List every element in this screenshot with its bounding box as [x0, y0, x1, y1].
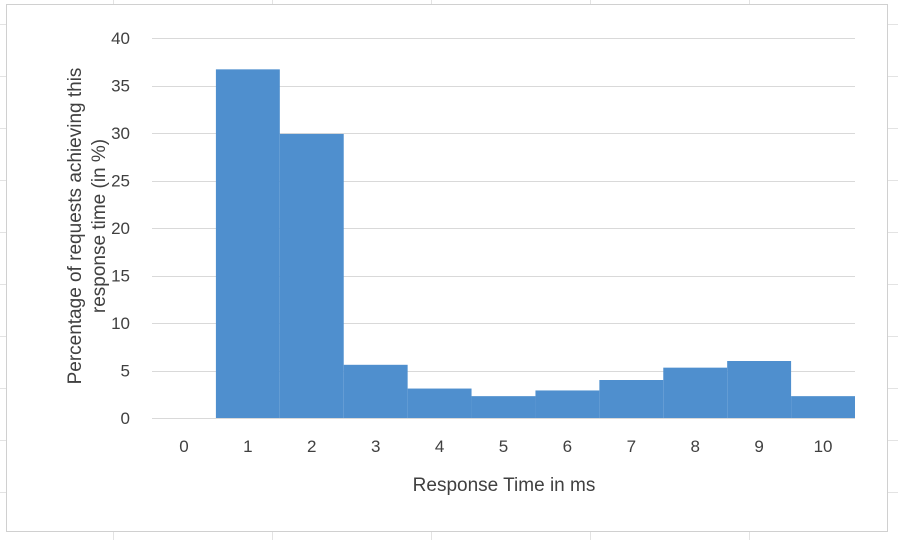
x-axis-title: Response Time in ms: [413, 475, 596, 496]
x-tick-label: 1: [243, 437, 252, 456]
bar-6[interactable]: [535, 390, 600, 418]
y-tick-label: 10: [111, 314, 130, 333]
y-tick-label: 20: [111, 219, 130, 238]
y-tick-label: 0: [121, 409, 130, 428]
x-tick-label: 3: [371, 437, 380, 456]
y-tick-label: 15: [111, 267, 130, 286]
y-tick-label: 35: [111, 77, 130, 96]
bar-9[interactable]: [727, 361, 792, 418]
x-tick-label: 8: [690, 437, 699, 456]
y-axis-title: Percentage of requests achieving this re…: [65, 68, 110, 385]
bar-4[interactable]: [407, 388, 472, 418]
bar-10[interactable]: [791, 396, 855, 418]
y-axis-title-line-2: response time (in %): [89, 139, 110, 313]
x-tick-label: 9: [754, 437, 763, 456]
bar-1[interactable]: [215, 69, 280, 418]
bars: [215, 69, 855, 418]
x-tick-label: 2: [307, 437, 316, 456]
bar-3[interactable]: [343, 364, 408, 418]
y-tick-label: 40: [111, 29, 130, 48]
y-tick-label: 5: [121, 362, 130, 381]
x-tick-label: 7: [627, 437, 636, 456]
bar-8[interactable]: [663, 367, 728, 418]
y-axis-tick-labels: 0 5 10 15 20 25 30 35 40: [111, 29, 130, 428]
y-tick-label: 25: [111, 172, 130, 191]
x-tick-label: 0: [179, 437, 188, 456]
y-axis-title-line-1: Percentage of requests achieving this: [65, 68, 86, 385]
x-tick-label: 6: [563, 437, 572, 456]
chart-area[interactable]: [6, 4, 888, 532]
bar-7[interactable]: [599, 380, 664, 418]
x-tick-label: 5: [499, 437, 508, 456]
bar-5[interactable]: [471, 396, 536, 418]
x-tick-label: 4: [435, 437, 444, 456]
bar-2[interactable]: [279, 133, 344, 418]
y-tick-label: 30: [111, 124, 130, 143]
x-tick-label: 10: [814, 437, 833, 456]
x-axis-tick-labels: 0 1 2 3 4 5 6 7 8 9 10: [179, 437, 832, 456]
